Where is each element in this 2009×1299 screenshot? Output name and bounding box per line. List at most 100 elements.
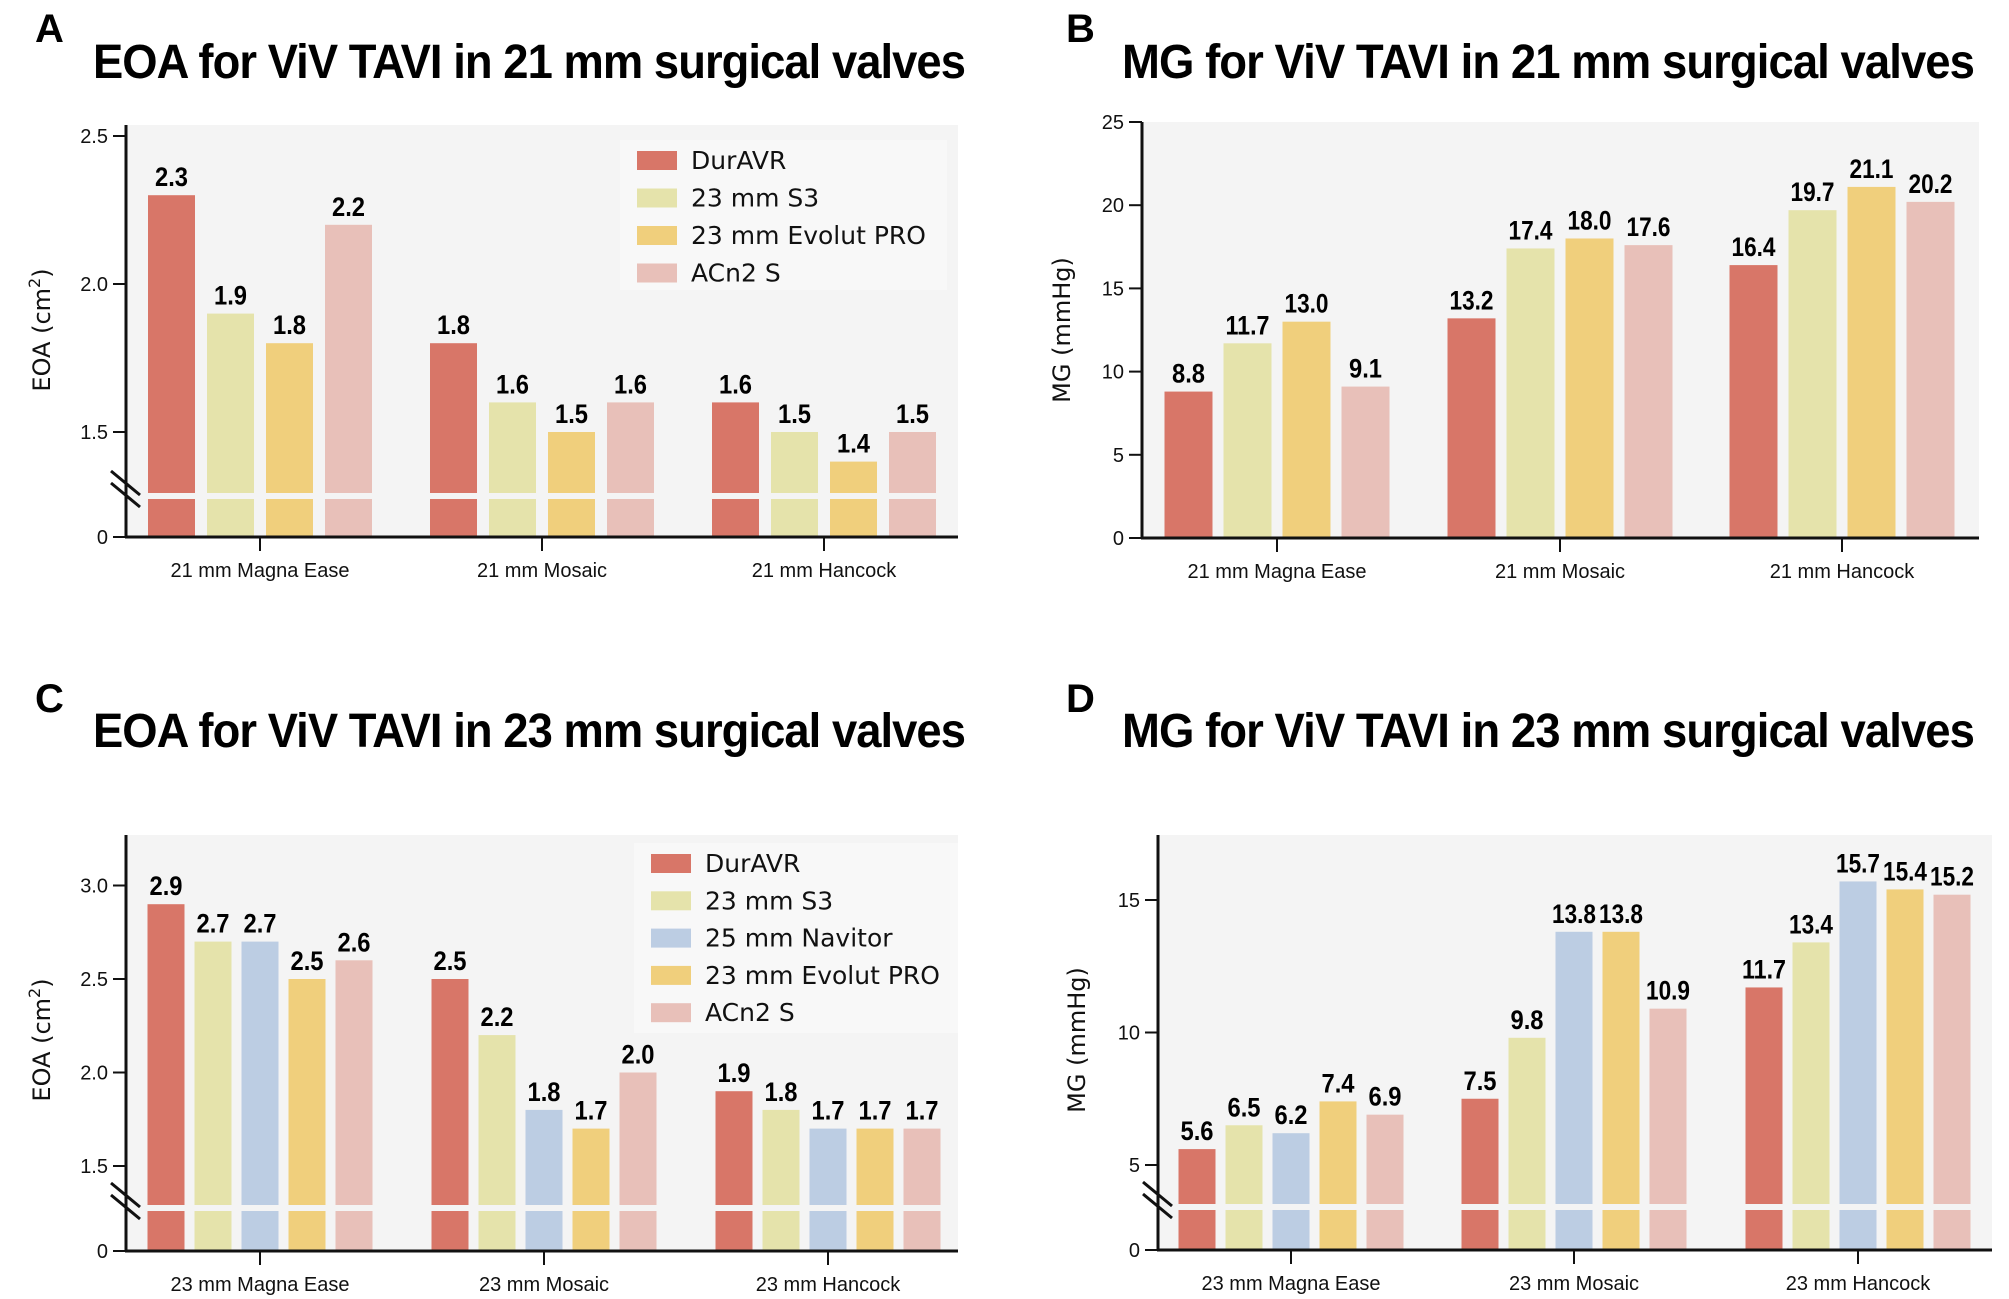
bar-acn2-s-0 xyxy=(1366,1114,1404,1250)
bar-23-mm-evolut-pro-2 xyxy=(1886,889,1924,1250)
legend-label: 23 mm S3 xyxy=(691,184,819,213)
axis-break-band xyxy=(1160,1204,1992,1210)
data-label: 9.8 xyxy=(1511,1005,1544,1035)
legend-swatch xyxy=(651,1003,691,1023)
data-label: 21.1 xyxy=(1850,154,1894,184)
y-tick-label: 10 xyxy=(1118,1023,1140,1045)
legend-swatch xyxy=(637,226,677,245)
bar-duravr-0 xyxy=(147,904,185,1251)
bar-duravr-2 xyxy=(1745,987,1783,1250)
data-label: 6.9 xyxy=(1369,1082,1402,1112)
data-label: 5.6 xyxy=(1181,1116,1214,1146)
bar-23-mm-evolut-pro-0 xyxy=(266,343,313,537)
bar-23-mm-s3-0 xyxy=(194,941,232,1251)
data-label: 2.3 xyxy=(155,162,188,192)
y-tick-label: 15 xyxy=(1102,278,1124,300)
data-label: 1.6 xyxy=(719,369,752,399)
data-label: 7.4 xyxy=(1322,1068,1355,1098)
data-label: 2.5 xyxy=(291,946,324,976)
y-tick-label: 0 xyxy=(97,527,108,549)
legend-swatch xyxy=(651,891,691,911)
data-label: 8.8 xyxy=(1172,359,1205,389)
data-label: 1.7 xyxy=(812,1096,845,1126)
y-axis-title-close: ) xyxy=(28,978,56,987)
data-label: 15.2 xyxy=(1930,862,1974,892)
x-category-label: 21 mm Magna Ease xyxy=(171,560,350,582)
bar-23-mm-s3-2 xyxy=(771,432,818,537)
bar-23-mm-evolut-pro-2 xyxy=(830,461,877,537)
data-label: 17.6 xyxy=(1627,212,1671,242)
chart-title: MG for ViV TAVI in 21 mm surgical valves xyxy=(1122,36,1974,89)
data-label: 1.5 xyxy=(778,399,811,429)
axis-break-band xyxy=(128,1205,958,1211)
y-tick-label: 2.0 xyxy=(80,274,108,296)
y-axis-title-close: ) xyxy=(28,268,56,277)
data-label: 2.9 xyxy=(150,871,183,901)
legend-swatch xyxy=(651,965,691,985)
x-category-label: 23 mm Magna Ease xyxy=(171,1274,350,1296)
data-label: 13.0 xyxy=(1285,289,1329,319)
bar-duravr-2 xyxy=(1729,265,1778,538)
bar-23-mm-evolut-pro-1 xyxy=(1602,931,1640,1250)
data-label: 1.5 xyxy=(896,399,929,429)
bar-duravr-0 xyxy=(1164,391,1213,538)
chart-title: EOA for ViV TAVI in 23 mm surgical valve… xyxy=(93,705,965,758)
y-axis-title-superscript: 2 xyxy=(25,988,44,998)
x-category-label: 23 mm Mosaic xyxy=(479,1274,609,1296)
x-category-label: 23 mm Magna Ease xyxy=(1202,1273,1381,1295)
x-category-label: 23 mm Mosaic xyxy=(1509,1273,1639,1295)
bar-25-mm-navitor-0 xyxy=(1272,1133,1310,1250)
bar-23-mm-evolut-pro-0 xyxy=(1282,321,1331,538)
data-label: 2.2 xyxy=(481,1002,514,1032)
x-category-label: 21 mm Hancock xyxy=(1770,561,1915,583)
plot-background xyxy=(1142,122,1979,538)
data-label: 16.4 xyxy=(1732,232,1776,262)
data-label: 1.8 xyxy=(273,310,306,340)
bar-acn2-s-0 xyxy=(1341,386,1390,538)
chart-title: EOA for ViV TAVI in 21 mm surgical valve… xyxy=(93,36,965,89)
data-label: 11.7 xyxy=(1742,954,1786,984)
data-label: 2.2 xyxy=(332,192,365,222)
bar-duravr-1 xyxy=(1461,1098,1499,1250)
legend-label: ACn2 S xyxy=(691,259,781,288)
data-label: 15.4 xyxy=(1883,856,1927,886)
y-axis-title: MG (mmHg) xyxy=(1063,967,1091,1113)
y-axis-title-main: EOA (cm xyxy=(28,998,56,1102)
data-label: 2.7 xyxy=(197,909,230,939)
bar-duravr-2 xyxy=(715,1091,753,1251)
panel-letter: D xyxy=(1066,677,1095,721)
y-axis-title: EOA (cm2) xyxy=(25,268,56,391)
y-tick-label: 3.0 xyxy=(80,876,108,898)
bar-acn2-s-1 xyxy=(607,402,654,537)
y-tick-label: 2.5 xyxy=(80,126,108,148)
data-label: 10.9 xyxy=(1646,976,1690,1006)
bar-duravr-2 xyxy=(712,402,759,537)
bar-25-mm-navitor-2 xyxy=(1839,881,1877,1250)
bar-25-mm-navitor-2 xyxy=(809,1128,847,1251)
data-label: 13.4 xyxy=(1789,909,1833,939)
legend-swatch xyxy=(637,151,677,170)
bar-23-mm-evolut-pro-1 xyxy=(548,432,595,537)
bar-23-mm-s3-1 xyxy=(1506,248,1555,539)
y-tick-label: 1.5 xyxy=(80,1156,108,1178)
legend-label: ACn2 S xyxy=(705,998,795,1027)
data-label: 6.2 xyxy=(1275,1100,1308,1130)
bar-23-mm-s3-0 xyxy=(1225,1125,1263,1250)
data-label: 2.0 xyxy=(622,1040,655,1070)
bar-23-mm-evolut-pro-0 xyxy=(1319,1101,1357,1250)
y-tick-label: 1.5 xyxy=(80,422,108,444)
data-label: 13.8 xyxy=(1552,899,1596,929)
x-category-label: 23 mm Hancock xyxy=(1786,1273,1931,1295)
bar-23-mm-evolut-pro-1 xyxy=(1565,238,1614,539)
data-label: 1.5 xyxy=(555,399,588,429)
data-label: 1.4 xyxy=(837,429,870,459)
legend-label: DurAVR xyxy=(691,146,786,175)
bar-23-mm-evolut-pro-2 xyxy=(856,1128,894,1251)
y-tick-label: 25 xyxy=(1102,112,1124,134)
data-label: 1.8 xyxy=(437,310,470,340)
legend-swatch xyxy=(651,854,691,873)
y-tick-label: 20 xyxy=(1102,195,1124,217)
data-label: 9.1 xyxy=(1349,354,1382,384)
data-label: 1.8 xyxy=(528,1077,561,1107)
